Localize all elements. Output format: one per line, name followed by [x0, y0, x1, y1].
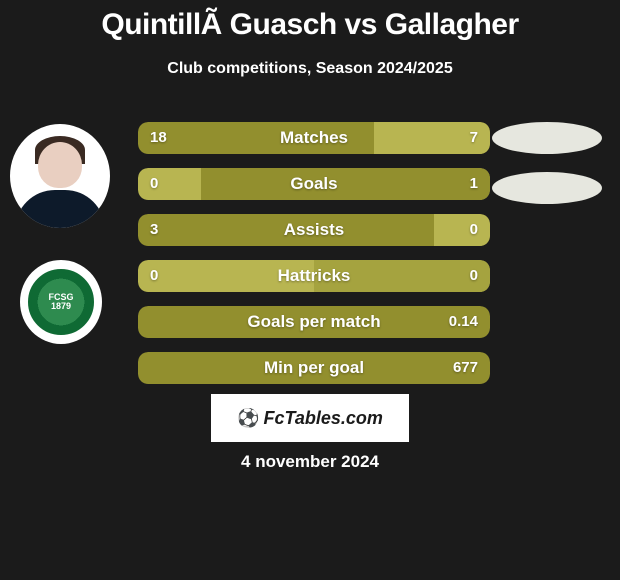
club-badge: FCSG 1879 [20, 260, 102, 344]
stat-right-value: 0.14 [449, 306, 478, 338]
club-badge-line2: 1879 [51, 301, 71, 311]
stat-right-value: 677 [453, 352, 478, 384]
stat-right-value: 1 [470, 168, 478, 200]
stat-right-value: 7 [470, 122, 478, 154]
stat-label: Hattricks [138, 260, 490, 292]
avatar-torso [15, 190, 105, 228]
stat-bars: 18 Matches 7 0 Goals 1 3 Assists 0 0 Hat… [138, 122, 490, 398]
stat-label: Matches [138, 122, 490, 154]
club-badge-inner: FCSG 1879 [28, 269, 94, 335]
date-label: 4 november 2024 [0, 452, 620, 472]
club2-badge-placeholder [492, 172, 602, 204]
stat-row: Goals per match 0.14 [138, 306, 490, 338]
stat-label: Min per goal [138, 352, 490, 384]
player2-photo-placeholder [492, 122, 602, 154]
stat-row: 0 Hattricks 0 [138, 260, 490, 292]
page-title: QuintillÃ Guasch vs Gallagher [0, 0, 620, 42]
stat-row: 0 Goals 1 [138, 168, 490, 200]
club-badge-text: FCSG 1879 [48, 293, 73, 311]
branding-badge: ⚽ FcTables.com [211, 394, 409, 442]
avatar-head [38, 142, 82, 188]
comparison-card: QuintillÃ Guasch vs Gallagher Club compe… [0, 0, 620, 580]
stat-row: 18 Matches 7 [138, 122, 490, 154]
subtitle: Club competitions, Season 2024/2025 [0, 60, 620, 78]
stat-row: 3 Assists 0 [138, 214, 490, 246]
stat-label: Goals [138, 168, 490, 200]
stat-right-value: 0 [470, 214, 478, 246]
stat-row: Min per goal 677 [138, 352, 490, 384]
branding-text: FcTables.com [264, 408, 383, 429]
branding-icon: ⚽ [237, 409, 259, 427]
player1-photo [10, 124, 110, 228]
stat-label: Assists [138, 214, 490, 246]
stat-right-value: 0 [470, 260, 478, 292]
stat-label: Goals per match [138, 306, 490, 338]
